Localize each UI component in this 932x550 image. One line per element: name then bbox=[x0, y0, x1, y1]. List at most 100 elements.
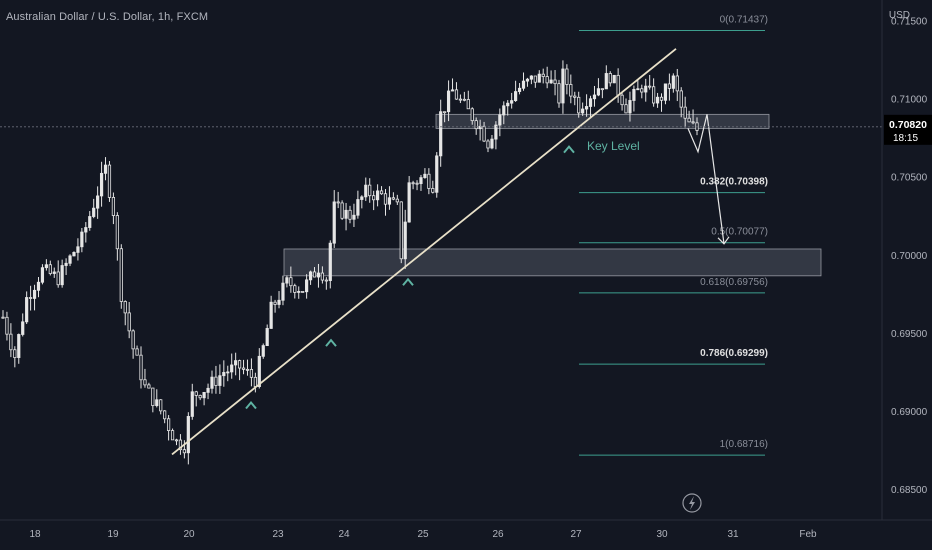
candle-body bbox=[182, 449, 186, 454]
candle-50 bbox=[198, 394, 202, 401]
candle-63 bbox=[249, 358, 254, 387]
candle-body bbox=[80, 231, 84, 248]
candle-73 bbox=[289, 266, 293, 293]
y-tick-label: 0.71000 bbox=[891, 95, 928, 106]
candle-body bbox=[628, 100, 632, 114]
candle-79 bbox=[312, 267, 317, 278]
candle-14 bbox=[56, 260, 60, 288]
candle-body bbox=[348, 209, 352, 220]
candle-body bbox=[119, 248, 123, 302]
candle-154 bbox=[608, 71, 612, 87]
candle-body bbox=[376, 190, 380, 201]
candle-body bbox=[648, 85, 652, 88]
candle-body bbox=[663, 83, 668, 101]
candle-90 bbox=[356, 190, 360, 219]
candle-23 bbox=[92, 198, 96, 219]
candle-body bbox=[691, 121, 695, 124]
candle-66 bbox=[261, 343, 265, 359]
candle-101 bbox=[399, 201, 403, 264]
candle-body bbox=[135, 348, 139, 356]
candle-body bbox=[458, 98, 463, 101]
candle-body bbox=[170, 430, 175, 441]
candle-body bbox=[561, 68, 565, 104]
fib-label-0.5: 0.5(0.70077) bbox=[711, 227, 768, 238]
candle-131 bbox=[517, 83, 522, 95]
x-tick-label: 23 bbox=[272, 529, 284, 540]
candle-33 bbox=[131, 329, 135, 359]
candle-body bbox=[431, 188, 435, 193]
candle-body bbox=[340, 202, 344, 219]
candle-body bbox=[478, 125, 482, 130]
candle-body bbox=[281, 282, 285, 301]
candle-30 bbox=[119, 244, 123, 309]
candle-44 bbox=[174, 438, 179, 446]
candle-46 bbox=[182, 440, 186, 459]
candle-body bbox=[450, 89, 455, 92]
candle-body bbox=[308, 271, 313, 281]
candle-body bbox=[44, 264, 48, 269]
candle-body bbox=[517, 87, 522, 92]
candle-106 bbox=[419, 174, 423, 191]
candle-41 bbox=[163, 410, 167, 424]
candle-18 bbox=[72, 251, 76, 257]
candle-body bbox=[632, 88, 636, 101]
candle-body bbox=[206, 387, 210, 393]
candle-145 bbox=[573, 91, 577, 106]
candle-28 bbox=[111, 192, 116, 225]
candle-71 bbox=[281, 275, 285, 306]
candle-83 bbox=[328, 240, 332, 289]
candle-134 bbox=[529, 75, 533, 85]
candle-88 bbox=[348, 205, 352, 224]
candle-body bbox=[368, 184, 372, 197]
candle-body bbox=[336, 201, 340, 204]
candle-65 bbox=[257, 348, 261, 389]
candle-body bbox=[569, 84, 573, 97]
zones-layer bbox=[283, 113, 822, 277]
candle-20 bbox=[80, 227, 84, 253]
candle-body bbox=[545, 76, 549, 84]
candle-152 bbox=[600, 88, 604, 99]
candle-body bbox=[68, 255, 72, 264]
bounce-marker-3 bbox=[563, 145, 575, 154]
candle-168 bbox=[663, 83, 668, 105]
candle-body bbox=[533, 75, 537, 83]
candle-body bbox=[210, 376, 214, 389]
candle-body bbox=[510, 100, 514, 104]
candle-74 bbox=[293, 283, 297, 299]
candle-body bbox=[167, 418, 171, 431]
y-tick-label: 0.68500 bbox=[891, 485, 928, 496]
countdown-value: 18:15 bbox=[893, 133, 918, 144]
chart-title: Australian Dollar / U.S. Dollar, 1h, FXC… bbox=[6, 11, 209, 23]
candle-body bbox=[557, 83, 561, 104]
currency-label: USD bbox=[888, 10, 910, 21]
candle-10 bbox=[40, 264, 45, 285]
candle-166 bbox=[655, 92, 660, 108]
candle-17 bbox=[68, 254, 72, 267]
candle-96 bbox=[379, 186, 384, 195]
candle-body bbox=[257, 355, 261, 387]
candle-body bbox=[494, 124, 498, 140]
fib-label-0.618: 0.618(0.69756) bbox=[700, 277, 768, 288]
candle-body bbox=[174, 439, 179, 442]
x-tick-label: 30 bbox=[656, 529, 668, 540]
candle-123 bbox=[486, 139, 490, 153]
candle-body bbox=[29, 297, 33, 299]
candle-121 bbox=[478, 119, 482, 141]
candle-body bbox=[549, 79, 553, 84]
candle-body bbox=[521, 80, 526, 89]
candle-body bbox=[529, 75, 533, 80]
candle-body bbox=[123, 301, 127, 314]
candle-body bbox=[9, 333, 13, 351]
candle-99 bbox=[391, 192, 395, 201]
candle-141 bbox=[557, 79, 561, 108]
candle-80 bbox=[316, 263, 321, 288]
candle-162 bbox=[640, 84, 644, 99]
candle-39 bbox=[155, 389, 159, 408]
candle-body bbox=[5, 316, 9, 335]
candle-117 bbox=[462, 91, 466, 102]
candle-157 bbox=[620, 92, 624, 111]
candle-body bbox=[537, 73, 541, 83]
candle-body bbox=[241, 367, 246, 370]
candle-body bbox=[671, 75, 675, 89]
